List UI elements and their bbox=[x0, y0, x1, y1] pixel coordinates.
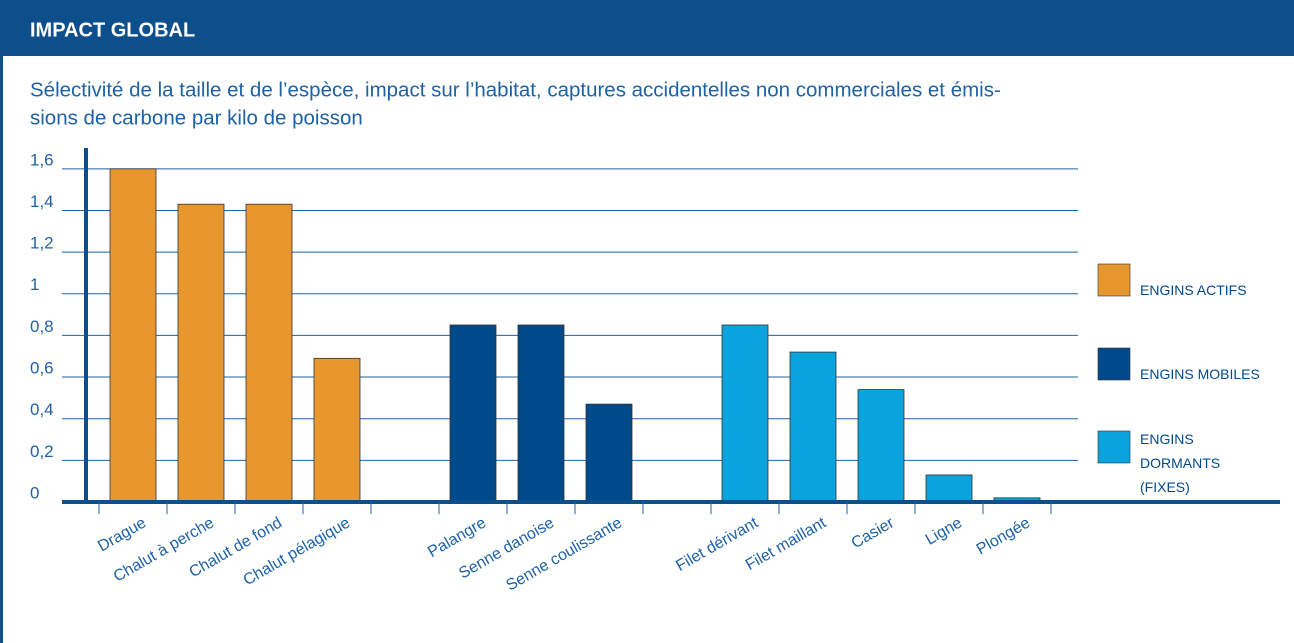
y-tick-label: 0,6 bbox=[30, 359, 54, 378]
legend-label: ENGINS ACTIFS bbox=[1140, 278, 1290, 302]
legend-swatch bbox=[1098, 431, 1130, 463]
legend-swatch bbox=[1098, 264, 1130, 296]
subtitle: sions de carbone par kilo de poisson bbox=[30, 106, 363, 129]
bar bbox=[246, 204, 292, 502]
left-border bbox=[0, 0, 3, 643]
chart: IMPACT GLOBAL Sélectivité de la taille e… bbox=[0, 0, 1294, 643]
bar bbox=[858, 390, 904, 502]
y-tick-label: 1 bbox=[30, 275, 39, 294]
subtitle: Sélectivité de la taille et de l’espèce,… bbox=[30, 78, 1001, 101]
frame: IMPACT GLOBAL Sélectivité de la taille e… bbox=[0, 0, 1294, 643]
y-tick-label: 0,2 bbox=[30, 442, 54, 461]
bar bbox=[314, 358, 360, 502]
y-tick-label: 1,4 bbox=[30, 192, 54, 211]
y-tick-label: 1,6 bbox=[30, 150, 54, 169]
bar bbox=[518, 325, 564, 502]
legend-swatch bbox=[1098, 348, 1130, 380]
page: IMPACT GLOBAL Sélectivité de la taille e… bbox=[0, 0, 1294, 643]
bar bbox=[722, 325, 768, 502]
chart-title: IMPACT GLOBAL bbox=[30, 19, 195, 41]
legend-label: ENGINS MOBILES bbox=[1140, 362, 1290, 386]
y-tick-label: 0 bbox=[30, 483, 39, 502]
bar bbox=[926, 475, 972, 502]
bar bbox=[790, 352, 836, 502]
bar bbox=[178, 204, 224, 502]
bar bbox=[586, 404, 632, 502]
y-tick-label: 0,4 bbox=[30, 400, 54, 419]
bar bbox=[110, 169, 156, 502]
y-tick-label: 1,2 bbox=[30, 234, 54, 253]
y-tick-label: 0,8 bbox=[30, 317, 54, 336]
bar bbox=[450, 325, 496, 502]
legend-label: ENGINS DORMANTS (FIXES) bbox=[1140, 427, 1220, 499]
